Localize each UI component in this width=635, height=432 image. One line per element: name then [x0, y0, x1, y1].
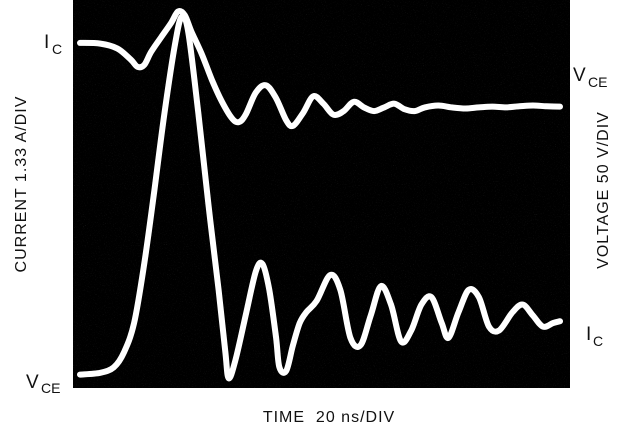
trace-ic	[77, 8, 563, 130]
right-axis-label: VOLTAGE 50 V/DIV	[595, 111, 612, 269]
ic-bottom-label: I	[586, 324, 591, 345]
ic-bottom-subscript: C	[593, 333, 603, 349]
x-axis-label: TIME 20 ns/DIV	[263, 409, 395, 426]
trace-group	[77, 8, 563, 382]
ic-top-label: I	[44, 32, 49, 53]
ic-top-subscript: C	[52, 41, 62, 57]
vce-bottom-label: V	[26, 372, 39, 393]
vce-bottom-subscript: CE	[41, 380, 60, 396]
left-axis-label: CURRENT 1.33 A/DIV	[13, 96, 30, 273]
vce-top-subscript: CE	[588, 74, 607, 90]
trace-vce	[77, 13, 563, 382]
vce-top-label: V	[573, 65, 586, 86]
